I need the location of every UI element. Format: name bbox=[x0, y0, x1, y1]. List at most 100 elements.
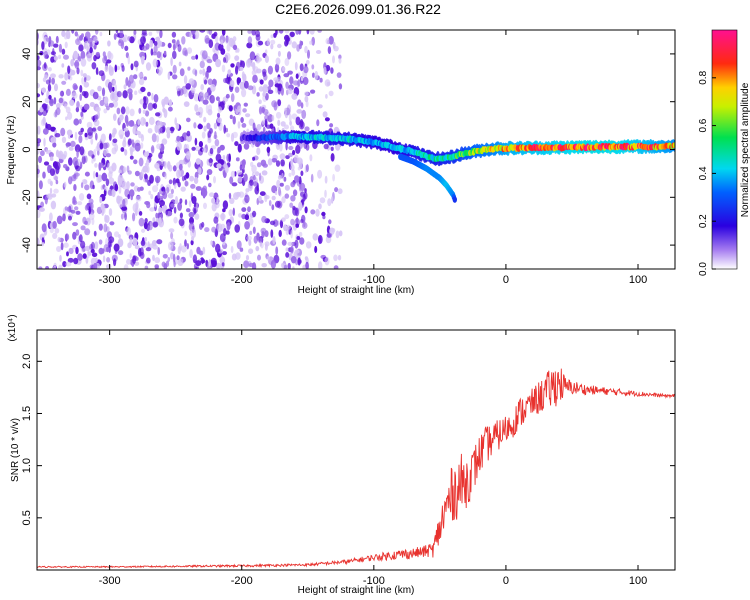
x-tick-label: -100 bbox=[363, 274, 385, 286]
noise-speck bbox=[167, 257, 171, 262]
noise-speck bbox=[229, 114, 233, 120]
noise-speck bbox=[170, 57, 173, 67]
y-tick-label: 0.5 bbox=[21, 510, 33, 525]
noise-speck bbox=[165, 209, 168, 216]
noise-speck bbox=[210, 257, 217, 266]
noise-speck bbox=[235, 252, 241, 260]
noise-speck bbox=[325, 94, 328, 99]
noise-speck bbox=[228, 105, 233, 112]
noise-speck bbox=[56, 246, 62, 252]
noise-speck bbox=[188, 222, 195, 232]
noise-speck bbox=[132, 126, 137, 135]
noise-speck bbox=[299, 184, 302, 192]
noise-speck bbox=[66, 129, 73, 136]
noise-speck bbox=[113, 181, 118, 191]
noise-speck bbox=[163, 50, 167, 56]
noise-speck bbox=[275, 246, 279, 255]
noise-speck bbox=[121, 206, 128, 211]
noise-speck bbox=[222, 251, 227, 256]
noise-speck bbox=[251, 164, 257, 173]
noise-speck bbox=[317, 234, 323, 244]
noise-speck bbox=[157, 247, 160, 255]
noise-speck bbox=[213, 216, 219, 224]
noise-speck bbox=[162, 191, 168, 200]
noise-speck bbox=[299, 161, 302, 170]
noise-speck bbox=[107, 50, 112, 59]
colorbar: 0.0 0.2 0.4 0.6 0.8 Normalized spectral ampl… bbox=[698, 29, 750, 276]
noise-speck bbox=[80, 104, 83, 110]
noise-speck bbox=[76, 101, 80, 109]
noise-speck bbox=[298, 120, 305, 130]
noise-speck bbox=[285, 141, 288, 151]
noise-speck bbox=[272, 236, 276, 245]
noise-speck bbox=[152, 103, 156, 109]
noise-speck bbox=[298, 231, 303, 237]
noise-speck bbox=[64, 233, 70, 241]
noise-speck bbox=[237, 121, 241, 129]
noise-speck bbox=[257, 40, 264, 46]
noise-speck bbox=[243, 102, 248, 107]
noise-speck bbox=[72, 231, 77, 240]
noise-speck bbox=[324, 189, 327, 198]
noise-speck bbox=[86, 218, 91, 222]
snr-y-multiplier: (x10⁴) bbox=[7, 314, 18, 341]
snr-x-label: Height of straight line (km) bbox=[298, 585, 415, 596]
noise-speck bbox=[93, 36, 99, 43]
noise-speck bbox=[108, 102, 115, 108]
noise-speck bbox=[190, 228, 194, 237]
noise-speck bbox=[176, 255, 180, 261]
noise-speck bbox=[80, 69, 84, 77]
noise-speck bbox=[208, 158, 214, 163]
noise-speck bbox=[329, 123, 334, 128]
noise-speck bbox=[278, 187, 281, 196]
noise-speck bbox=[80, 182, 84, 189]
noise-speck bbox=[71, 92, 78, 100]
noise-speck bbox=[328, 35, 334, 45]
noise-speck bbox=[270, 43, 274, 50]
noise-speck bbox=[245, 113, 251, 118]
noise-speck bbox=[109, 221, 115, 226]
noise-speck bbox=[297, 99, 302, 107]
noise-speck bbox=[225, 230, 230, 235]
noise-speck bbox=[119, 134, 124, 140]
noise-speck bbox=[261, 119, 265, 125]
noise-speck bbox=[253, 174, 256, 181]
spectrogram-y-ticks: -40 -20 0 20 40 bbox=[21, 48, 675, 253]
noise-speck bbox=[158, 40, 163, 47]
noise-speck bbox=[166, 210, 173, 217]
noise-speck bbox=[50, 73, 56, 79]
noise-speck bbox=[222, 57, 227, 63]
noise-speck bbox=[140, 116, 146, 126]
noise-speck bbox=[253, 235, 258, 244]
noise-speck bbox=[75, 229, 80, 236]
noise-speck bbox=[65, 143, 69, 148]
noise-speck bbox=[134, 142, 141, 152]
noise-speck bbox=[81, 90, 87, 97]
y-tick-label: -40 bbox=[21, 237, 33, 253]
noise-speck bbox=[217, 106, 223, 113]
noise-speck bbox=[119, 118, 123, 123]
noise-speck bbox=[215, 58, 222, 68]
noise-speck bbox=[63, 150, 68, 158]
noise-speck bbox=[277, 43, 282, 49]
noise-speck bbox=[39, 51, 44, 56]
noise-speck bbox=[284, 30, 290, 34]
noise-speck bbox=[225, 77, 230, 84]
noise-speck bbox=[183, 88, 189, 98]
noise-speck bbox=[294, 61, 298, 71]
noise-speck bbox=[284, 184, 290, 191]
noise-speck bbox=[317, 30, 322, 33]
noise-speck bbox=[110, 92, 116, 101]
noise-speck bbox=[189, 175, 195, 182]
noise-speck bbox=[244, 194, 250, 204]
noise-speck bbox=[251, 70, 256, 76]
noise-speck bbox=[37, 55, 40, 61]
noise-speck bbox=[70, 174, 77, 182]
noise-speck bbox=[324, 256, 330, 266]
noise-speck bbox=[81, 155, 86, 165]
noise-speck bbox=[98, 70, 105, 77]
noise-speck bbox=[338, 57, 342, 64]
noise-speck bbox=[255, 34, 261, 41]
noise-speck bbox=[91, 62, 97, 70]
